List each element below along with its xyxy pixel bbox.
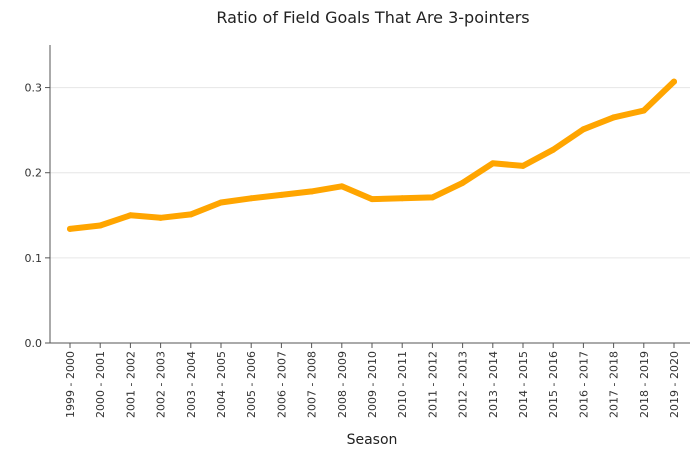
series [67, 78, 677, 232]
data-point [520, 162, 526, 169]
data-point [218, 199, 224, 206]
x-tick-label: 2013 - 2014 [487, 351, 500, 418]
x-tick-label: 2017 - 2018 [608, 351, 621, 418]
series-line [67, 78, 677, 232]
data-point [187, 211, 194, 218]
data-point [671, 78, 677, 85]
data-point [67, 225, 73, 232]
y-tick-label: 0.1 [25, 252, 43, 265]
x-tick-label: 2003 - 2004 [185, 351, 198, 418]
x-tick-label: 2009 - 2010 [366, 351, 379, 418]
x-tick-label: 2001 - 2002 [124, 351, 137, 418]
x-tick-label: 2011 - 2012 [426, 351, 439, 418]
x-tick-label: 2004 - 2005 [215, 351, 228, 418]
data-point [429, 194, 436, 201]
data-point [399, 195, 406, 202]
y-tick-label: 0.3 [25, 82, 43, 95]
data-point [338, 183, 345, 190]
data-point [459, 179, 466, 186]
axes [49, 45, 690, 344]
x-tick-label: 2002 - 2003 [155, 351, 168, 418]
y-tick-label: 0.2 [25, 167, 43, 180]
x-tick-label: 2015 - 2016 [547, 351, 560, 418]
data-point [580, 126, 587, 133]
x-tick-label: 2005 - 2006 [245, 351, 258, 418]
x-tick-label: 1999 - 2000 [64, 351, 77, 418]
x-tick-label: 2010 - 2011 [396, 351, 409, 418]
data-point [278, 191, 285, 198]
x-tick-label: 2014 - 2015 [517, 351, 530, 418]
x-tick-label: 2018 - 2019 [638, 351, 651, 418]
data-point [369, 196, 375, 203]
data-point [308, 188, 315, 195]
x-tick-label: 2012 - 2013 [457, 351, 470, 418]
data-point [248, 195, 255, 202]
chart-title: Ratio of Field Goals That Are 3-pointers [216, 8, 529, 27]
x-ticks: 1999 - 2000 2000 - 2001 2001 - 2002 2002 - … [64, 343, 681, 418]
data-point [97, 222, 104, 229]
x-tick-label: 2019 - 2020 [668, 351, 681, 418]
data-point [550, 146, 557, 153]
data-point [610, 114, 617, 121]
x-tick-label: 2007 - 2008 [306, 351, 319, 418]
x-tick-label: 2008 - 2009 [336, 351, 349, 418]
y-tick-label: 0.0 [25, 337, 43, 350]
data-point [127, 212, 134, 219]
x-tick-label: 2016 - 2017 [577, 351, 590, 418]
data-point [157, 214, 164, 221]
x-tick-label: 2000 - 2001 [94, 351, 107, 418]
data-point [640, 107, 647, 114]
y-ticks: 0.0 0.1 0.2 0.3 [25, 82, 50, 350]
x-axis-label: Season [347, 432, 398, 448]
grid-lines [50, 87, 690, 259]
data-point [489, 160, 496, 167]
x-tick-label: 2006 - 2007 [275, 351, 288, 418]
